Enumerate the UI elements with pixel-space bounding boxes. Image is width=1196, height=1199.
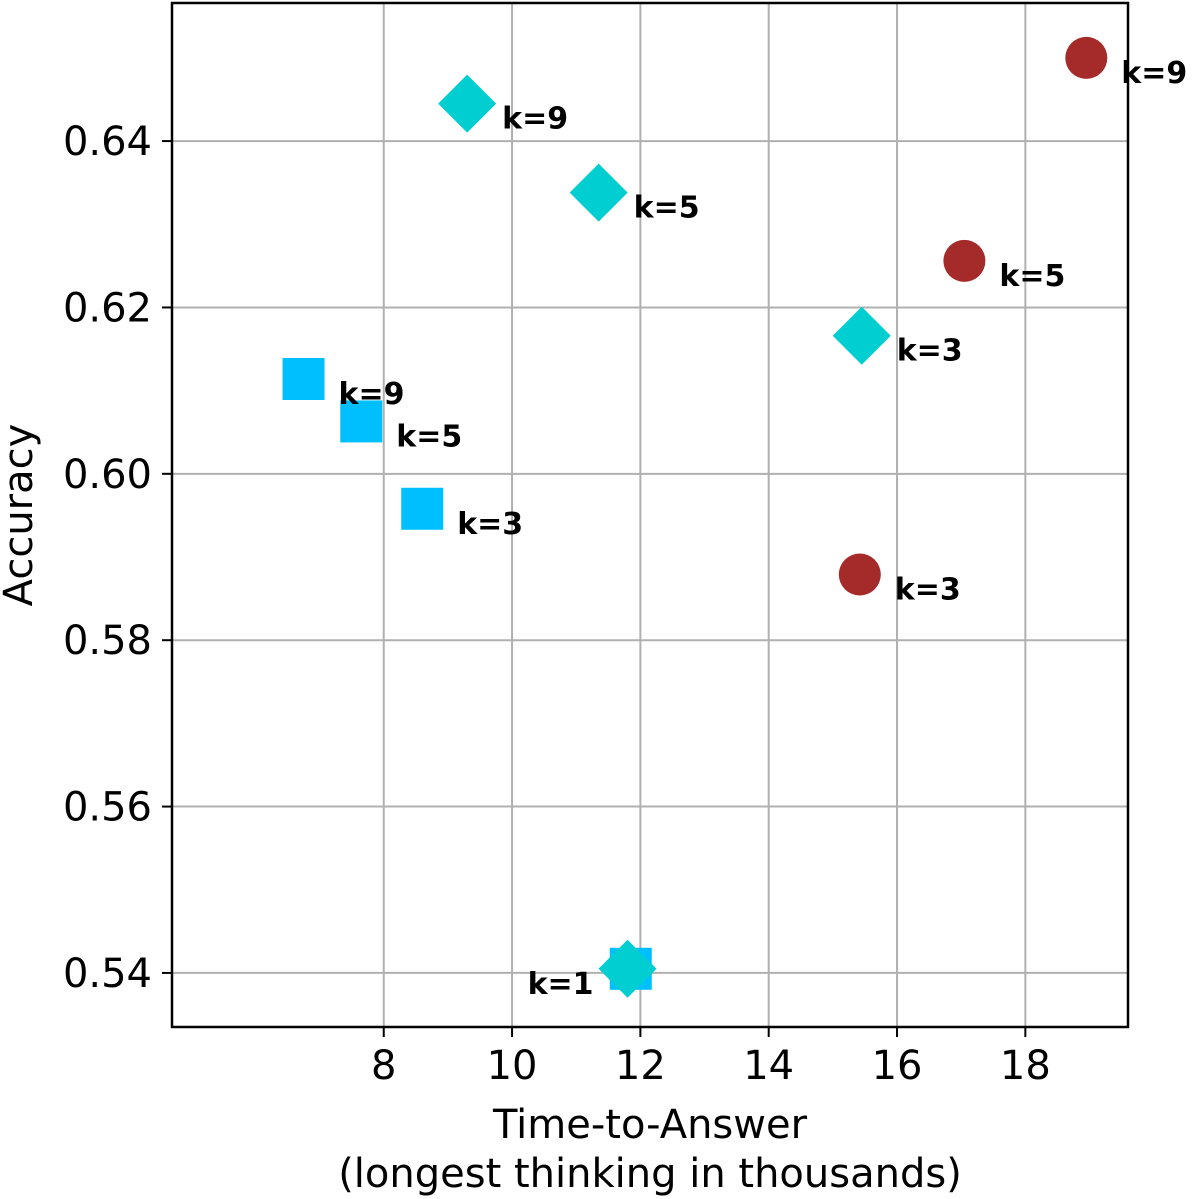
circle-marker — [943, 239, 986, 282]
x-axis-title-line2: (longest thinking in thousands) — [338, 1151, 962, 1197]
point-label: k=3 — [895, 572, 961, 607]
axis-ticks: 8 10 12 14 16 18 0.54 0.56 0.58 0.60 0.62 0.64 — [63, 119, 1051, 1089]
point-label: k=9 — [1121, 56, 1187, 91]
point-label: k=1 — [528, 967, 594, 1002]
diamond-marker — [598, 939, 657, 998]
diamond-marker — [569, 163, 628, 222]
point-label: k=3 — [897, 334, 963, 369]
x-tick-label: 14 — [743, 1043, 794, 1089]
square-marker — [340, 400, 383, 443]
point-label: k=5 — [396, 419, 462, 454]
x-tick-label: 12 — [615, 1043, 666, 1089]
diamond-marker — [832, 306, 891, 365]
point-label: k=5 — [634, 191, 700, 226]
data-points — [282, 36, 1108, 998]
diamond-marker — [438, 74, 497, 133]
x-axis-title: Time-to-Answer — [492, 1102, 808, 1148]
circle-marker — [1065, 36, 1108, 79]
circle-marker — [838, 553, 881, 596]
y-tick-label: 0.58 — [63, 618, 152, 664]
point-label: k=3 — [457, 507, 523, 542]
x-tick-label: 8 — [371, 1043, 396, 1089]
grid — [172, 3, 1128, 1027]
y-tick-label: 0.64 — [63, 119, 152, 165]
square-marker — [282, 357, 325, 400]
x-tick-label: 18 — [1000, 1043, 1051, 1089]
y-tick-label: 0.54 — [63, 951, 152, 997]
point-label: k=9 — [502, 102, 568, 137]
x-tick-label: 16 — [872, 1043, 923, 1089]
y-tick-label: 0.56 — [63, 785, 152, 831]
square-marker — [401, 487, 444, 530]
point-labels: k=3 k=5 k=9 k=1 k=3 k=5 k=9 k=3 k=5 k=9 — [339, 56, 1188, 1002]
x-tick-label: 10 — [487, 1043, 538, 1089]
y-axis-title: Accuracy — [0, 424, 42, 607]
y-tick-label: 0.62 — [63, 285, 152, 331]
y-tick-label: 0.60 — [63, 452, 152, 498]
point-label: k=9 — [339, 377, 405, 412]
plot-frame — [170, 1, 1130, 1029]
point-label: k=5 — [999, 259, 1065, 294]
